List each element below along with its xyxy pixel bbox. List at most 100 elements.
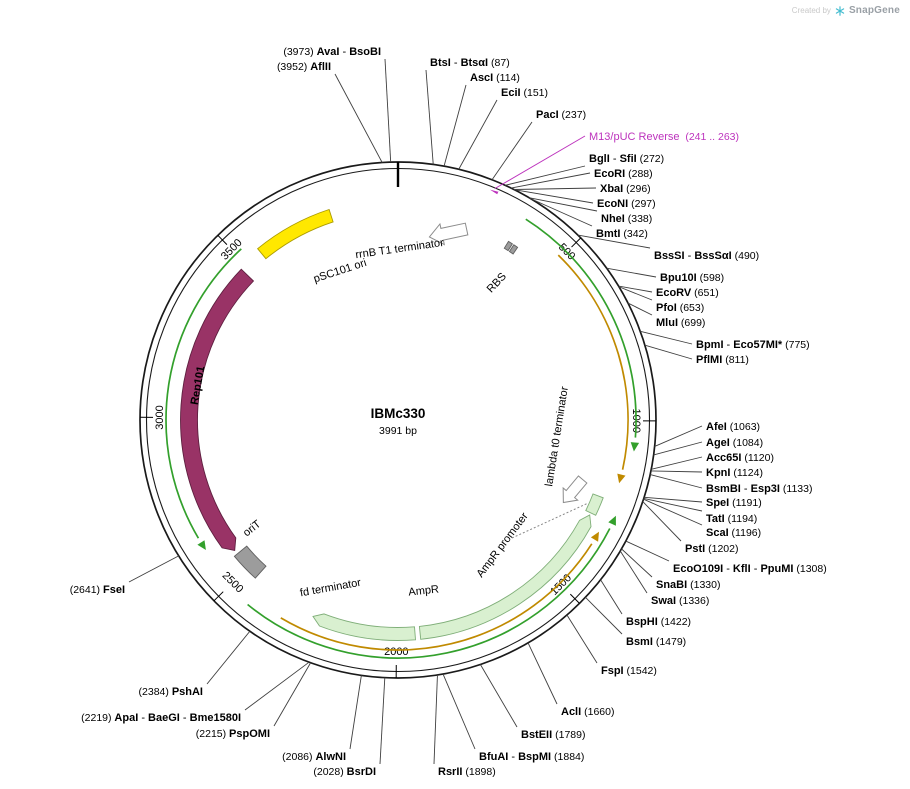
enzyme-label-paci[interactable]: PacI (237) bbox=[536, 109, 586, 121]
enzyme-leader-apai bbox=[244, 661, 310, 711]
feature-ampr-promoter[interactable] bbox=[585, 493, 604, 516]
enzyme-label-pshai[interactable]: (2384) PshAI bbox=[139, 686, 203, 698]
enzyme-leader-bsssi bbox=[577, 234, 651, 249]
enzyme-label-bsmi[interactable]: BsmI (1479) bbox=[626, 636, 686, 648]
enzyme-label-alwni[interactable]: (2086) AlwNI bbox=[282, 751, 346, 763]
history-arrowhead-orange-1 bbox=[617, 473, 626, 484]
features-layer bbox=[180, 189, 604, 641]
enzyme-leader-agei bbox=[653, 441, 703, 456]
enzyme-label-econi[interactable]: EcoNI (297) bbox=[597, 198, 656, 210]
enzyme-leader-econi bbox=[514, 189, 594, 204]
feature-fd-terminator[interactable] bbox=[312, 613, 416, 641]
feature-rbs-6[interactable] bbox=[503, 240, 514, 252]
enzyme-leader-bpu10i bbox=[606, 267, 657, 278]
feature-lambda-t0-arrow[interactable] bbox=[556, 473, 590, 508]
enzyme-label-spei[interactable]: SpeI (1191) bbox=[706, 497, 762, 509]
enzyme-label-bgli-sfii[interactable]: BglI - SfiI (272) bbox=[589, 153, 664, 165]
enzyme-label-fsei[interactable]: (2641) FseI bbox=[70, 584, 125, 596]
enzyme-label-kpni[interactable]: KpnI (1124) bbox=[706, 467, 763, 479]
enzyme-leader-pshai bbox=[206, 630, 251, 685]
enzyme-leader-alwni bbox=[349, 675, 362, 750]
enzyme-label-bsssi-bsss-i[interactable]: BssSI - BssSαI (490) bbox=[654, 250, 759, 262]
enzyme-label-rsrii[interactable]: RsrII (1898) bbox=[438, 766, 496, 778]
enzyme-label-acc65i[interactable]: Acc65I (1120) bbox=[706, 452, 774, 464]
enzyme-label-bpu10i[interactable]: Bpu10I (598) bbox=[660, 272, 724, 284]
tick-label-2500: 2500 bbox=[220, 570, 246, 596]
enzyme-leader-spei bbox=[644, 496, 703, 503]
feature-label-orit[interactable]: oriT bbox=[241, 518, 264, 539]
tick-label-3000: 3000 bbox=[154, 405, 166, 429]
enzyme-leader-ecoo109i bbox=[625, 540, 670, 562]
snapgene-logo-icon bbox=[835, 5, 845, 16]
enzyme-label-acli[interactable]: AclI (1660) bbox=[561, 706, 614, 718]
enzyme-label-bsrdi[interactable]: (2028) BsrDI bbox=[313, 766, 376, 778]
feature-rep101[interactable] bbox=[180, 268, 255, 552]
enzyme-leader-xbai bbox=[513, 187, 597, 190]
enzyme-label-bmti[interactable]: BmtI (342) bbox=[596, 228, 648, 240]
enzyme-leader-bgli bbox=[505, 165, 586, 186]
feature-label-lambda-t0-terminator[interactable]: lambda t0 terminator bbox=[543, 385, 571, 487]
history-arrowhead-orange-3 bbox=[590, 531, 599, 542]
enzyme-leader-btsi bbox=[425, 69, 434, 165]
feature-label-psc101-ori[interactable]: pSC101 ori bbox=[312, 257, 368, 285]
enzyme-leader-paci bbox=[491, 121, 533, 181]
enzyme-label-apai-baegi-bme1580i[interactable]: (2219) ApaI - BaeGI - Bme1580I bbox=[81, 712, 241, 724]
enzyme-label-bsmbi-esp3i[interactable]: BsmBI - Esp3I (1133) bbox=[706, 483, 812, 495]
enzyme-leader-ecii bbox=[458, 99, 498, 170]
feature-rrnb-t1-terminator[interactable] bbox=[256, 208, 334, 260]
enzyme-leader-mlui bbox=[627, 302, 653, 316]
feature-ampr[interactable] bbox=[418, 514, 592, 640]
enzyme-leader-fsei bbox=[128, 555, 179, 583]
tick-label-2000: 2000 bbox=[384, 646, 408, 658]
enzyme-label-aflii[interactable]: (3952) AflII bbox=[277, 61, 331, 73]
enzyme-label-fspi[interactable]: FspI (1542) bbox=[601, 665, 657, 677]
enzyme-leader-bsrdi bbox=[379, 677, 386, 765]
enzyme-label-bsteii[interactable]: BstEII (1789) bbox=[521, 729, 585, 741]
feature-label-rbs[interactable]: RBS bbox=[485, 271, 509, 296]
enzyme-leader-bsphi bbox=[600, 579, 623, 615]
enzyme-leader-nhei bbox=[528, 197, 598, 212]
enzyme-label-pspomi[interactable]: (2215) PspOMI bbox=[196, 728, 270, 740]
enzyme-label-psti[interactable]: PstI (1202) bbox=[685, 543, 738, 555]
enzyme-label-ecii[interactable]: EciI (151) bbox=[501, 87, 548, 99]
feature-unlabeled-arrow[interactable] bbox=[427, 219, 469, 247]
enzyme-leader-pspomi bbox=[273, 662, 311, 727]
enzyme-label-bfuai-bspmi[interactable]: BfuAI - BspMI (1884) bbox=[479, 751, 584, 763]
enzyme-leader-snabi bbox=[621, 548, 653, 578]
feature-orit[interactable] bbox=[233, 545, 267, 579]
enzyme-label-agei[interactable]: AgeI (1084) bbox=[706, 437, 763, 449]
enzyme-label-nhei[interactable]: NheI (338) bbox=[601, 213, 652, 225]
enzyme-label-swai[interactable]: SwaI (1336) bbox=[651, 595, 709, 607]
enzyme-label-snabi[interactable]: SnaBI (1330) bbox=[656, 579, 720, 591]
enzyme-label-ecori[interactable]: EcoRI (288) bbox=[594, 168, 653, 180]
history-arrowhead-green-0 bbox=[630, 442, 640, 452]
enzyme-label-ecorv[interactable]: EcoRV (651) bbox=[656, 287, 719, 299]
enzyme-label-mlui[interactable]: MluI (699) bbox=[656, 317, 705, 329]
enzyme-label-pfoi[interactable]: PfoI (653) bbox=[656, 302, 704, 314]
enzyme-label-ecoo109i-kfli-ppumi[interactable]: EcoO109I - KflI - PpuMI (1308) bbox=[673, 563, 827, 575]
enzyme-label-btsi-bts-i[interactable]: BtsI - BtsαI (87) bbox=[430, 57, 510, 69]
feature-label-ampr[interactable]: AmpR bbox=[408, 583, 440, 598]
enzyme-leader-avai bbox=[384, 58, 392, 163]
enzyme-leader-scai bbox=[643, 498, 703, 526]
history-arcs-layer bbox=[165, 218, 640, 659]
enzyme-label-scai[interactable]: ScaI (1196) bbox=[706, 527, 761, 539]
feature-label-rrnb-t1-terminator[interactable]: rrnB T1 terminator bbox=[355, 237, 445, 261]
enzyme-label-tati[interactable]: TatI (1194) bbox=[706, 513, 757, 525]
primer-leader-m13-puc-reverse bbox=[494, 135, 586, 189]
enzyme-label-xbai[interactable]: XbaI (296) bbox=[600, 183, 651, 195]
feature-label-ampr-promoter[interactable]: AmpR promoter bbox=[474, 510, 531, 579]
primer-label-m13-puc-reverse[interactable]: M13/pUC Reverse (241 .. 263) bbox=[589, 131, 739, 143]
primer-glyph-m13-puc-reverse[interactable] bbox=[489, 189, 500, 195]
enzyme-label-bpmi-eco57mi[interactable]: BpmI - Eco57MI* (775) bbox=[696, 339, 810, 351]
enzyme-label-avai-bsobi[interactable]: (3973) AvaI - BsoBI bbox=[283, 46, 381, 58]
watermark-brand: SnapGene bbox=[848, 5, 900, 16]
feature-rbs-7[interactable] bbox=[508, 244, 519, 255]
feature-label-fd-terminator[interactable]: fd terminator bbox=[299, 577, 362, 600]
enzyme-leader-pflmi bbox=[644, 344, 693, 360]
enzyme-label-asci[interactable]: AscI (114) bbox=[470, 72, 520, 84]
enzyme-leader-bsteii bbox=[480, 664, 518, 728]
enzyme-label-bsphi[interactable]: BspHI (1422) bbox=[626, 616, 691, 628]
enzyme-label-pflmi[interactable]: PflMI (811) bbox=[696, 354, 749, 366]
enzyme-label-afei[interactable]: AfeI (1063) bbox=[706, 421, 760, 433]
